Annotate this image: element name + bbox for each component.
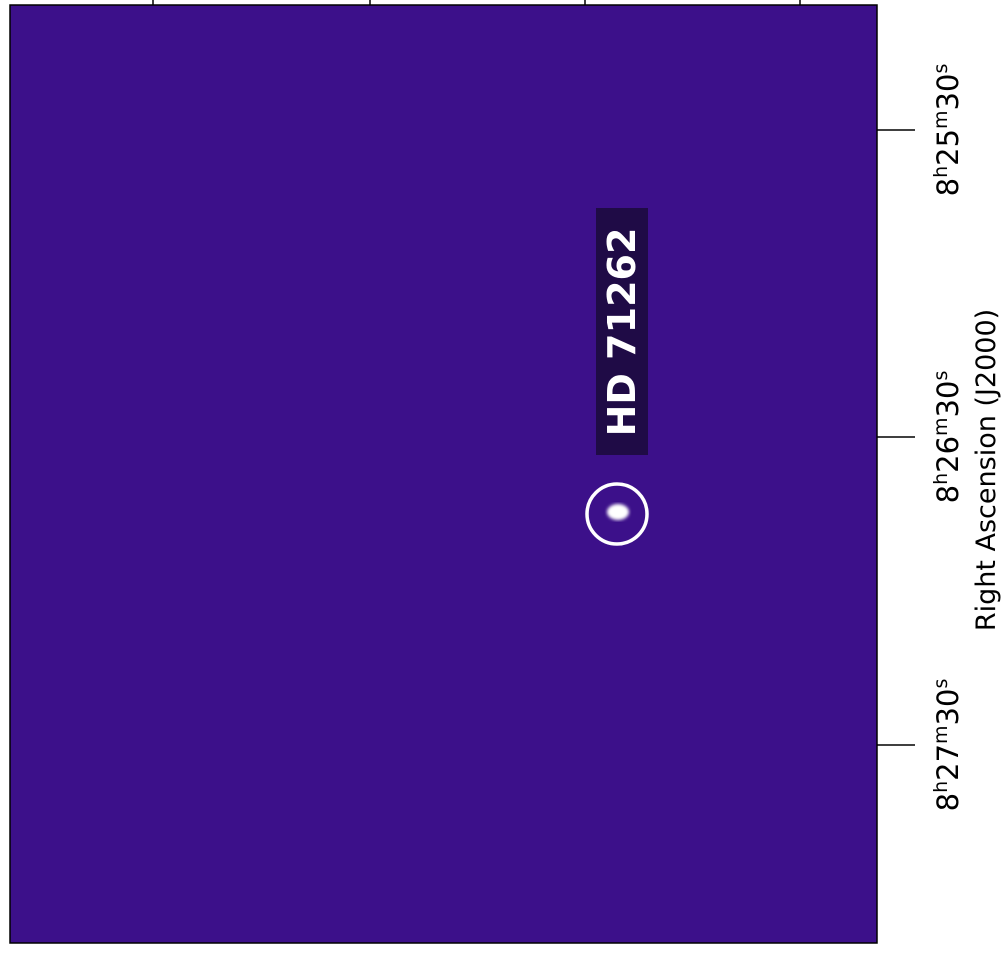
tick-number: 26 xyxy=(931,436,965,473)
tick-number: 25 xyxy=(931,129,965,166)
ra-tick-label: 8h26m30s xyxy=(930,371,965,504)
tick-unit: h xyxy=(930,166,952,178)
image-noise xyxy=(10,5,877,943)
ra-tick-label: 8h25m30s xyxy=(930,64,965,197)
tick-number: 8 xyxy=(931,485,965,503)
tick-unit: s xyxy=(930,679,952,689)
star xyxy=(607,504,629,520)
tick-unit: s xyxy=(930,64,952,74)
page: HD 71262 Right Ascension (J2000) 8h25m30… xyxy=(0,0,1004,957)
tick-unit: h xyxy=(930,473,952,485)
axis-label: Right Ascension (J2000) xyxy=(971,309,1002,631)
tick-unit: s xyxy=(930,371,952,381)
tick-unit: m xyxy=(930,725,952,744)
sky-image-figure: HD 71262 Right Ascension (J2000) 8h25m30… xyxy=(0,0,1004,957)
tick-number: 30 xyxy=(931,74,965,111)
tick-number: 27 xyxy=(931,744,965,781)
annotation: HD 71262 xyxy=(600,228,644,437)
tick-unit: m xyxy=(930,110,952,129)
ra-tick-label: 8h27m30s xyxy=(930,679,965,812)
tick-number: 30 xyxy=(931,689,965,726)
tick-unit: h xyxy=(930,781,952,793)
tick-unit: m xyxy=(930,417,952,436)
tick-number: 30 xyxy=(931,381,965,418)
tick-number: 8 xyxy=(931,793,965,811)
tick-number: 8 xyxy=(931,178,965,196)
